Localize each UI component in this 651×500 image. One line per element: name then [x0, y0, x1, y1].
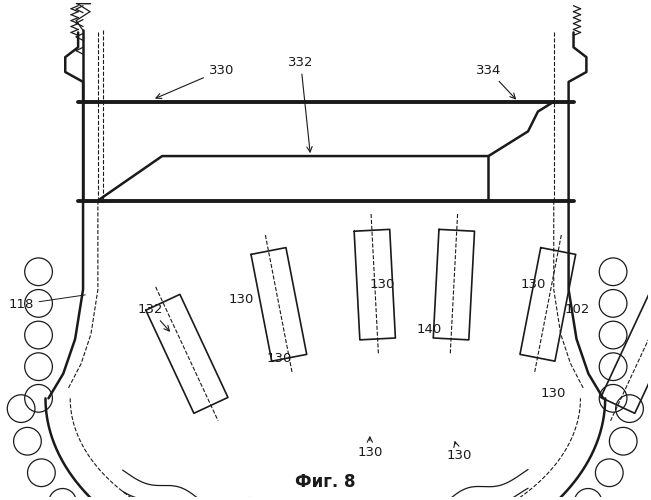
Text: 130: 130: [370, 278, 395, 291]
Text: Фиг. 8: Фиг. 8: [295, 474, 355, 492]
Text: 332: 332: [288, 56, 313, 152]
Text: 140: 140: [417, 322, 442, 336]
Text: 130: 130: [229, 293, 254, 306]
Text: 102: 102: [565, 303, 590, 316]
Text: 130: 130: [540, 387, 566, 400]
Text: 130: 130: [520, 278, 546, 291]
Text: 132: 132: [137, 303, 169, 331]
Text: 130: 130: [446, 442, 471, 462]
Text: 130: 130: [266, 352, 292, 366]
Text: 330: 330: [156, 64, 234, 98]
Text: 118: 118: [8, 295, 85, 311]
Text: 334: 334: [476, 64, 516, 98]
Text: 130: 130: [357, 437, 383, 459]
